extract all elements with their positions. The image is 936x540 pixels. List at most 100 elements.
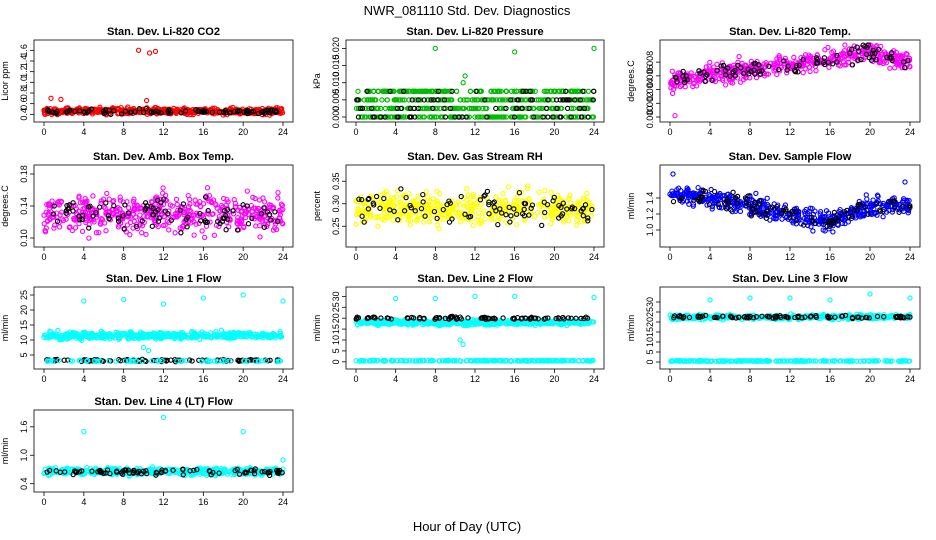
data-point-series-1 bbox=[497, 97, 504, 103]
data-point-series-1 bbox=[199, 228, 205, 234]
data-point-series-1 bbox=[259, 218, 266, 224]
data-point-series-1 bbox=[515, 321, 521, 327]
data-point-series-1 bbox=[543, 88, 549, 94]
data-point-series-1 bbox=[373, 97, 379, 103]
data-point-series-1 bbox=[428, 320, 434, 326]
data-point-series-1 bbox=[60, 217, 67, 224]
data-point-series-1 bbox=[382, 88, 388, 94]
data-point-series-1 bbox=[77, 336, 83, 342]
data-point-series-2 bbox=[778, 210, 785, 216]
data-point-series-1 bbox=[464, 186, 470, 192]
data-point-series-1 bbox=[550, 204, 556, 210]
data-point-series-1 bbox=[134, 202, 140, 208]
data-point-series-2 bbox=[82, 109, 88, 116]
data-point-series-1 bbox=[772, 212, 779, 219]
data-point-series-2 bbox=[774, 203, 780, 210]
data-point-series-2 bbox=[195, 108, 201, 115]
data-point-series-1 bbox=[364, 97, 370, 103]
data-point-series-1 bbox=[211, 232, 218, 238]
data-point-series-2 bbox=[563, 88, 569, 94]
data-point-series-2 bbox=[503, 105, 509, 112]
data-point-series-1 bbox=[370, 88, 377, 94]
data-point-series-1 bbox=[511, 105, 517, 112]
data-point-series-1 bbox=[822, 228, 828, 234]
data-point-series-1 bbox=[102, 205, 108, 211]
data-point-series-1 bbox=[537, 320, 543, 327]
data-point-series-1 bbox=[856, 198, 862, 205]
data-point-series-1 bbox=[189, 333, 195, 339]
data-point-series-1 bbox=[422, 202, 429, 209]
data-point-series-1 bbox=[551, 88, 557, 94]
y-axis-label: percent bbox=[312, 190, 322, 221]
data-point-series-2 bbox=[519, 211, 526, 217]
data-point-series-2 bbox=[97, 204, 103, 210]
x-tick-label: 16 bbox=[510, 374, 520, 384]
data-point-series-1 bbox=[99, 335, 105, 341]
data-point-series-2 bbox=[235, 357, 241, 363]
data-point-series-3 bbox=[178, 358, 184, 364]
data-point-series-2 bbox=[430, 105, 436, 112]
data-point-series-2 bbox=[841, 209, 848, 215]
data-point-series-2 bbox=[420, 199, 426, 205]
data-point-series-2 bbox=[387, 207, 393, 213]
data-point-series-1 bbox=[93, 107, 100, 113]
outlier-point bbox=[140, 344, 147, 351]
data-point-series-2 bbox=[801, 222, 807, 228]
data-point-series-1 bbox=[843, 62, 849, 68]
data-point-series-1 bbox=[441, 211, 448, 218]
data-point-series-1 bbox=[422, 105, 428, 112]
data-point-series-1 bbox=[900, 206, 906, 212]
data-point-series-1 bbox=[830, 229, 836, 235]
data-point-series-2 bbox=[553, 315, 559, 322]
x-tick-label: 16 bbox=[198, 374, 208, 384]
data-point-series-2 bbox=[373, 193, 380, 200]
data-point-series-1 bbox=[463, 97, 469, 103]
data-point-series-2 bbox=[511, 114, 518, 120]
data-point-series-2 bbox=[821, 55, 828, 61]
data-point-series-1 bbox=[493, 194, 499, 200]
data-point-series-2 bbox=[234, 227, 241, 233]
data-point-series-2 bbox=[855, 57, 861, 63]
data-point-series-2 bbox=[905, 57, 911, 64]
data-point-series-1 bbox=[493, 88, 499, 94]
data-point-series-1 bbox=[247, 331, 253, 337]
data-point-series-1 bbox=[177, 225, 183, 231]
data-point-series-2 bbox=[484, 114, 490, 120]
data-point-series-1 bbox=[197, 199, 203, 205]
data-point-series-1 bbox=[683, 189, 689, 195]
x-tick-label: 4 bbox=[707, 127, 712, 137]
data-point-series-1 bbox=[575, 202, 581, 208]
data-point-series-1 bbox=[191, 232, 197, 238]
data-point-series-1 bbox=[204, 185, 211, 191]
data-point-series-2 bbox=[529, 97, 536, 103]
data-point-series-3 bbox=[205, 357, 211, 364]
outlier-point bbox=[121, 296, 127, 303]
data-point-series-2 bbox=[884, 54, 890, 60]
data-point-series-1 bbox=[716, 204, 722, 210]
chart-title: Stan. Dev. Line 2 Flow bbox=[417, 273, 533, 285]
data-point-series-2 bbox=[513, 211, 520, 217]
data-point-series-3 bbox=[255, 358, 261, 365]
data-point-series-1 bbox=[47, 328, 53, 334]
data-point-series-1 bbox=[736, 53, 742, 60]
data-point-series-1 bbox=[73, 331, 79, 337]
data-point-series-1 bbox=[354, 322, 361, 328]
data-point-series-2 bbox=[403, 194, 409, 201]
y-tick-label: 1.4 bbox=[19, 55, 29, 68]
data-point-series-1 bbox=[83, 199, 89, 205]
data-point-series-2 bbox=[357, 105, 363, 112]
data-point-series-2 bbox=[64, 202, 70, 209]
data-point-series-1 bbox=[96, 229, 102, 236]
x-tick-label: 12 bbox=[470, 127, 480, 137]
data-point-series-2 bbox=[381, 195, 387, 202]
data-point-series-1 bbox=[887, 65, 893, 71]
data-point-series-1 bbox=[127, 214, 134, 220]
data-point-series-1 bbox=[838, 56, 844, 62]
y-tick-label: 25 bbox=[19, 290, 29, 300]
data-point-series-1 bbox=[144, 214, 150, 220]
data-point-series-2 bbox=[518, 316, 524, 322]
data-point-series-1 bbox=[732, 208, 739, 214]
data-point-series-2 bbox=[577, 105, 583, 112]
data-point-series-1 bbox=[42, 229, 49, 235]
